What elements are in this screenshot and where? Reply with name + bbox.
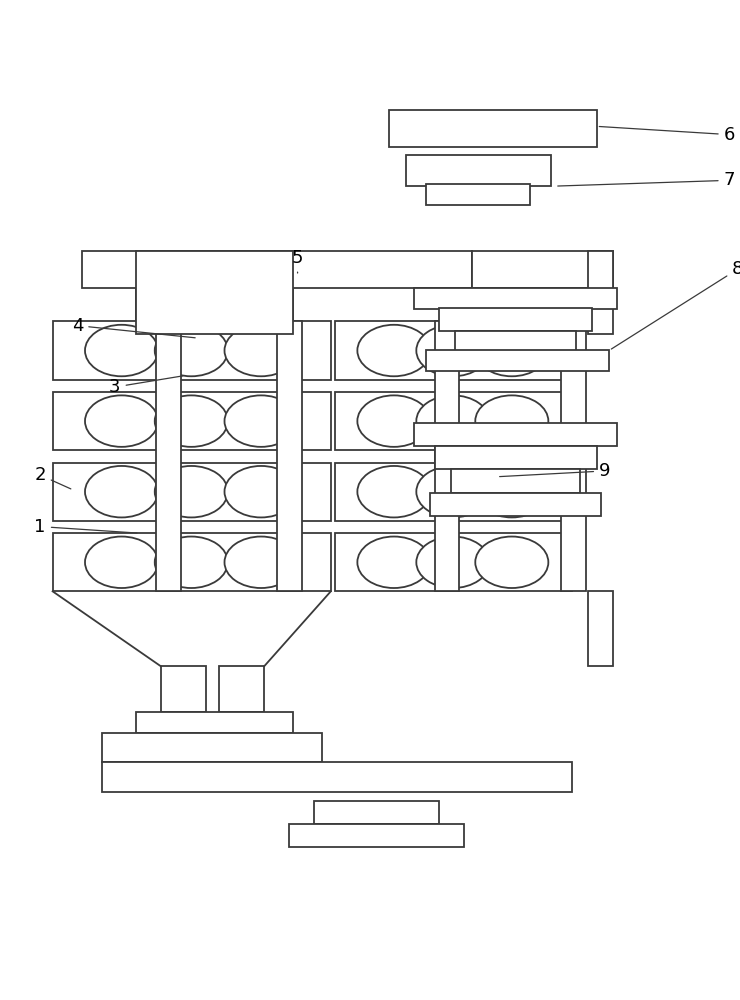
Ellipse shape [475,325,548,376]
Ellipse shape [475,466,548,517]
Bar [314,801,439,824]
Bar [406,155,551,186]
Text: 8: 8 [611,260,740,349]
Bar [434,321,460,591]
Ellipse shape [155,325,228,376]
Ellipse shape [224,395,297,447]
Bar [434,446,596,469]
Bar [426,184,530,205]
Text: 3: 3 [109,376,183,396]
Ellipse shape [155,466,228,517]
Bar [439,308,592,331]
Ellipse shape [417,466,489,517]
Ellipse shape [224,537,297,588]
Bar [135,251,294,334]
Text: 1: 1 [35,518,137,536]
Ellipse shape [357,325,431,376]
Ellipse shape [85,325,158,376]
Text: 9: 9 [500,462,610,480]
Bar [414,423,617,446]
Bar [335,392,571,450]
Text: 6: 6 [599,126,735,144]
Text: 2: 2 [34,466,71,489]
Bar [219,666,264,712]
Bar [81,251,472,288]
Bar [335,463,571,521]
Bar [335,533,571,591]
Bar [115,762,310,791]
Text: 5: 5 [292,249,303,273]
Bar [455,331,576,351]
Ellipse shape [155,537,228,588]
Bar [414,288,617,309]
Bar [561,321,586,591]
Ellipse shape [224,325,297,376]
Ellipse shape [475,395,548,447]
Bar [135,263,294,321]
Ellipse shape [85,537,158,588]
Ellipse shape [85,466,158,517]
Text: 7: 7 [558,171,735,189]
Bar [53,392,331,450]
Ellipse shape [417,395,489,447]
Ellipse shape [417,325,489,376]
Ellipse shape [417,537,489,588]
Ellipse shape [357,537,431,588]
Text: 4: 4 [72,317,195,338]
Bar [161,666,206,712]
Bar [53,321,331,380]
Ellipse shape [155,395,228,447]
Ellipse shape [357,395,431,447]
Bar [102,733,323,762]
Bar [426,350,609,371]
Bar [135,712,294,733]
Bar [335,321,571,380]
Bar [156,321,181,591]
Bar [588,591,613,666]
Bar [53,533,331,591]
Bar [102,762,571,792]
Bar [389,110,596,147]
Ellipse shape [224,466,297,517]
Bar [588,251,613,334]
Ellipse shape [475,537,548,588]
Ellipse shape [357,466,431,517]
Bar [289,824,464,847]
Bar [451,469,580,493]
Bar [277,321,302,591]
Bar [472,251,613,288]
Ellipse shape [85,395,158,447]
Bar [431,493,601,516]
Bar [53,463,331,521]
